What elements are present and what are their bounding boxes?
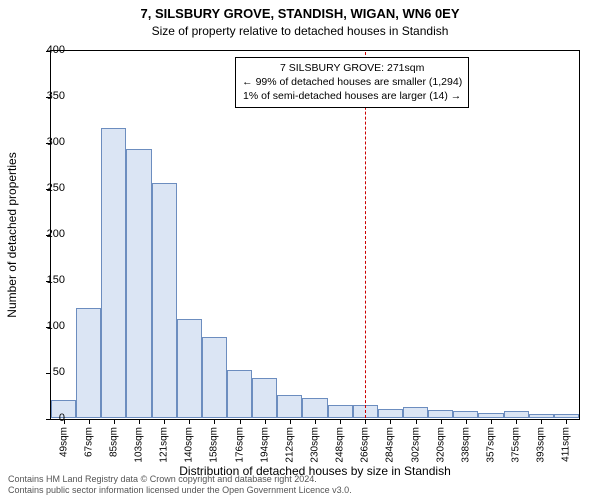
histogram-bar	[403, 407, 428, 418]
histogram-bar	[478, 413, 503, 418]
footnote-line-2: Contains public sector information licen…	[8, 485, 352, 496]
y-tick-label: 400	[47, 44, 65, 56]
y-axis-label: Number of detached properties	[5, 152, 19, 317]
y-tick-label: 350	[47, 90, 65, 102]
x-tick-label: 266sqm	[360, 427, 371, 463]
x-tick-label: 49sqm	[58, 427, 69, 457]
x-tick	[566, 419, 567, 424]
x-tick	[290, 419, 291, 424]
x-tick-label: 140sqm	[184, 427, 195, 463]
y-tick-label: 300	[47, 136, 65, 148]
y-tick-label: 0	[59, 412, 65, 424]
x-tick	[139, 419, 140, 424]
y-tick	[46, 419, 51, 420]
histogram-bar	[126, 149, 151, 418]
histogram-bar	[152, 183, 177, 418]
x-tick	[516, 419, 517, 424]
y-tick	[46, 373, 51, 374]
x-tick	[240, 419, 241, 424]
y-tick-label: 50	[53, 366, 65, 378]
y-tick-label: 250	[47, 182, 65, 194]
histogram-bar	[529, 414, 554, 418]
x-tick	[365, 419, 366, 424]
x-tick-label: 194sqm	[259, 427, 270, 463]
x-tick-label: 357sqm	[486, 427, 497, 463]
annotation-box: 7 SILSBURY GROVE: 271sqm← 99% of detache…	[235, 57, 469, 108]
x-tick	[441, 419, 442, 424]
chart-area: 49sqm67sqm85sqm103sqm121sqm140sqm158sqm1…	[50, 50, 580, 420]
x-tick-label: 302sqm	[410, 427, 421, 463]
histogram-bar	[554, 414, 579, 418]
annotation-line: ← 99% of detached houses are smaller (1,…	[242, 75, 462, 89]
footnote: Contains HM Land Registry data © Crown c…	[8, 474, 352, 497]
x-tick	[541, 419, 542, 424]
histogram-bar	[101, 128, 126, 418]
histogram-bar	[378, 409, 403, 418]
histogram-bar	[302, 398, 327, 418]
histogram-bar	[227, 370, 252, 418]
x-tick	[89, 419, 90, 424]
x-tick	[315, 419, 316, 424]
x-tick-label: 158sqm	[209, 427, 220, 463]
x-tick	[265, 419, 266, 424]
annotation-line: 7 SILSBURY GROVE: 271sqm	[242, 61, 462, 75]
histogram-bar	[76, 308, 101, 418]
histogram-bar	[428, 410, 453, 418]
histogram-bar	[202, 337, 227, 418]
y-tick-label: 200	[47, 228, 65, 240]
x-tick-label: 230sqm	[310, 427, 321, 463]
histogram-bar	[504, 411, 529, 418]
x-tick	[416, 419, 417, 424]
x-tick	[466, 419, 467, 424]
x-tick-label: 411sqm	[561, 427, 572, 462]
histogram-plot: 49sqm67sqm85sqm103sqm121sqm140sqm158sqm1…	[50, 50, 580, 420]
y-tick-label: 100	[47, 320, 65, 332]
x-tick-label: 121sqm	[159, 427, 170, 463]
footnote-line-1: Contains HM Land Registry data © Crown c…	[8, 474, 352, 485]
x-tick-label: 338sqm	[460, 427, 471, 463]
x-tick	[491, 419, 492, 424]
x-tick	[340, 419, 341, 424]
histogram-bar	[277, 395, 302, 418]
histogram-bar	[177, 319, 202, 418]
x-tick	[390, 419, 391, 424]
x-tick-label: 67sqm	[83, 427, 94, 457]
x-tick-label: 212sqm	[284, 427, 295, 463]
histogram-bar	[252, 378, 277, 418]
x-tick-label: 284sqm	[385, 427, 396, 463]
y-tick-label: 150	[47, 274, 65, 286]
x-tick	[164, 419, 165, 424]
x-tick-label: 320sqm	[435, 427, 446, 463]
page-title: 7, SILSBURY GROVE, STANDISH, WIGAN, WN6 …	[0, 6, 600, 21]
x-tick-label: 85sqm	[108, 427, 119, 457]
x-tick-label: 176sqm	[234, 427, 245, 463]
x-tick-label: 375sqm	[511, 427, 522, 463]
x-tick	[189, 419, 190, 424]
x-tick-label: 248sqm	[335, 427, 346, 463]
x-tick	[114, 419, 115, 424]
annotation-line: 1% of semi-detached houses are larger (1…	[242, 89, 462, 103]
page-subtitle: Size of property relative to detached ho…	[0, 24, 600, 38]
x-tick-label: 103sqm	[134, 427, 145, 463]
histogram-bar	[453, 411, 478, 418]
x-tick	[214, 419, 215, 424]
x-tick-label: 393sqm	[536, 427, 547, 463]
histogram-bar	[328, 405, 353, 418]
